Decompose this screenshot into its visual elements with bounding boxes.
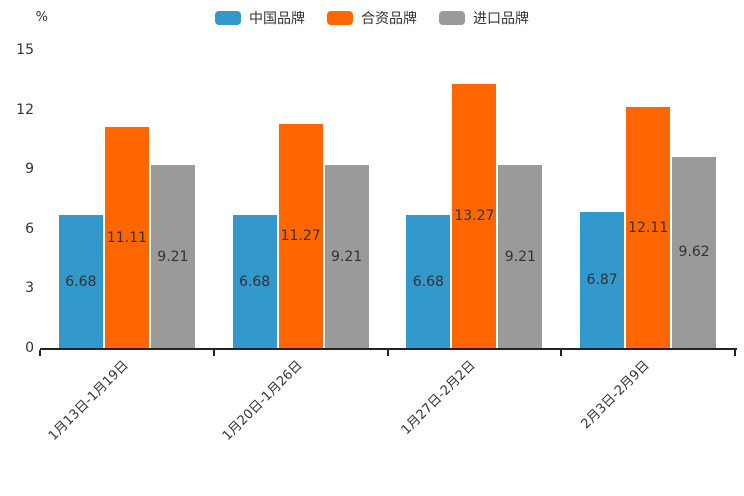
bar-中国品牌-4[interactable] [580,211,625,348]
x-axis-tick [734,350,736,356]
y-tick-label: 15 [16,42,34,58]
bar-合资品牌-2[interactable] [278,124,323,348]
bar-合资品牌-1[interactable] [104,127,149,348]
bar-value-label: 9.21 [331,248,363,265]
bar-合资品牌-3[interactable] [452,84,497,348]
bar-中国品牌-1[interactable] [58,215,103,348]
legend-item-china-brand[interactable]: 中国品牌 [215,8,305,28]
bar-进口品牌-1[interactable] [150,165,195,348]
bar-中国品牌-3[interactable] [406,215,451,348]
bar-进口品牌-4[interactable] [672,156,717,348]
x-axis-tick [39,350,41,356]
bar-value-label: 9.21 [504,248,536,265]
y-tick-label: 12 [16,101,34,118]
x-axis-line [40,348,737,350]
bar-进口品牌-2[interactable] [324,165,369,348]
bar-value-label: 9.21 [157,248,189,265]
bar-value-label: 12.11 [628,219,669,236]
y-tick-label: 6 [25,220,34,237]
bar-value-label: 6.68 [239,273,271,290]
bar-中国品牌-2[interactable] [232,215,277,348]
x-axis-tick [560,350,563,356]
y-tick-label: 0 [25,340,34,356]
legend-label-china-brand: 中国品牌 [249,11,305,27]
legend-item-joint-venture-brand[interactable]: 合资品牌 [327,8,417,28]
bar-value-label: 6.68 [65,273,97,290]
bar-进口品牌-3[interactable] [498,165,543,348]
x-category-label: 1月27日-2月2日 [399,358,479,438]
x-category-label: 2月3日-2月9日 [578,358,653,433]
legend-item-imported-brand[interactable]: 进口品牌 [439,8,529,28]
legend-swatch-imported-brand-icon [439,11,465,25]
bar-value-label: 6.68 [412,273,444,290]
legend-swatch-joint-venture-brand-icon [327,11,353,25]
bar-value-label: 11.11 [106,229,147,246]
bar-value-label: 13.27 [454,208,495,225]
bar-value-label: 6.87 [586,271,618,288]
y-tick-label: 3 [25,280,34,297]
legend-swatch-china-brand-icon [215,11,241,25]
legend-label-imported-brand: 进口品牌 [473,11,529,27]
x-category-label: 1月13日-1月19日 [45,358,132,444]
x-axis-tick [212,350,215,356]
y-tick-label: 9 [25,161,34,178]
bar-value-label: 9.62 [678,244,710,261]
x-axis-tick [386,350,389,356]
x-category-label: 1月20日-1月26日 [219,358,306,444]
bar-合资品牌-4[interactable] [626,107,671,348]
legend-label-joint-venture-brand: 合资品牌 [361,11,417,27]
bar-value-label: 11.27 [280,228,321,245]
y-axis-unit-label: % [35,10,48,25]
chart-legend: 中国品牌 合资品牌 进口品牌 [0,8,744,28]
